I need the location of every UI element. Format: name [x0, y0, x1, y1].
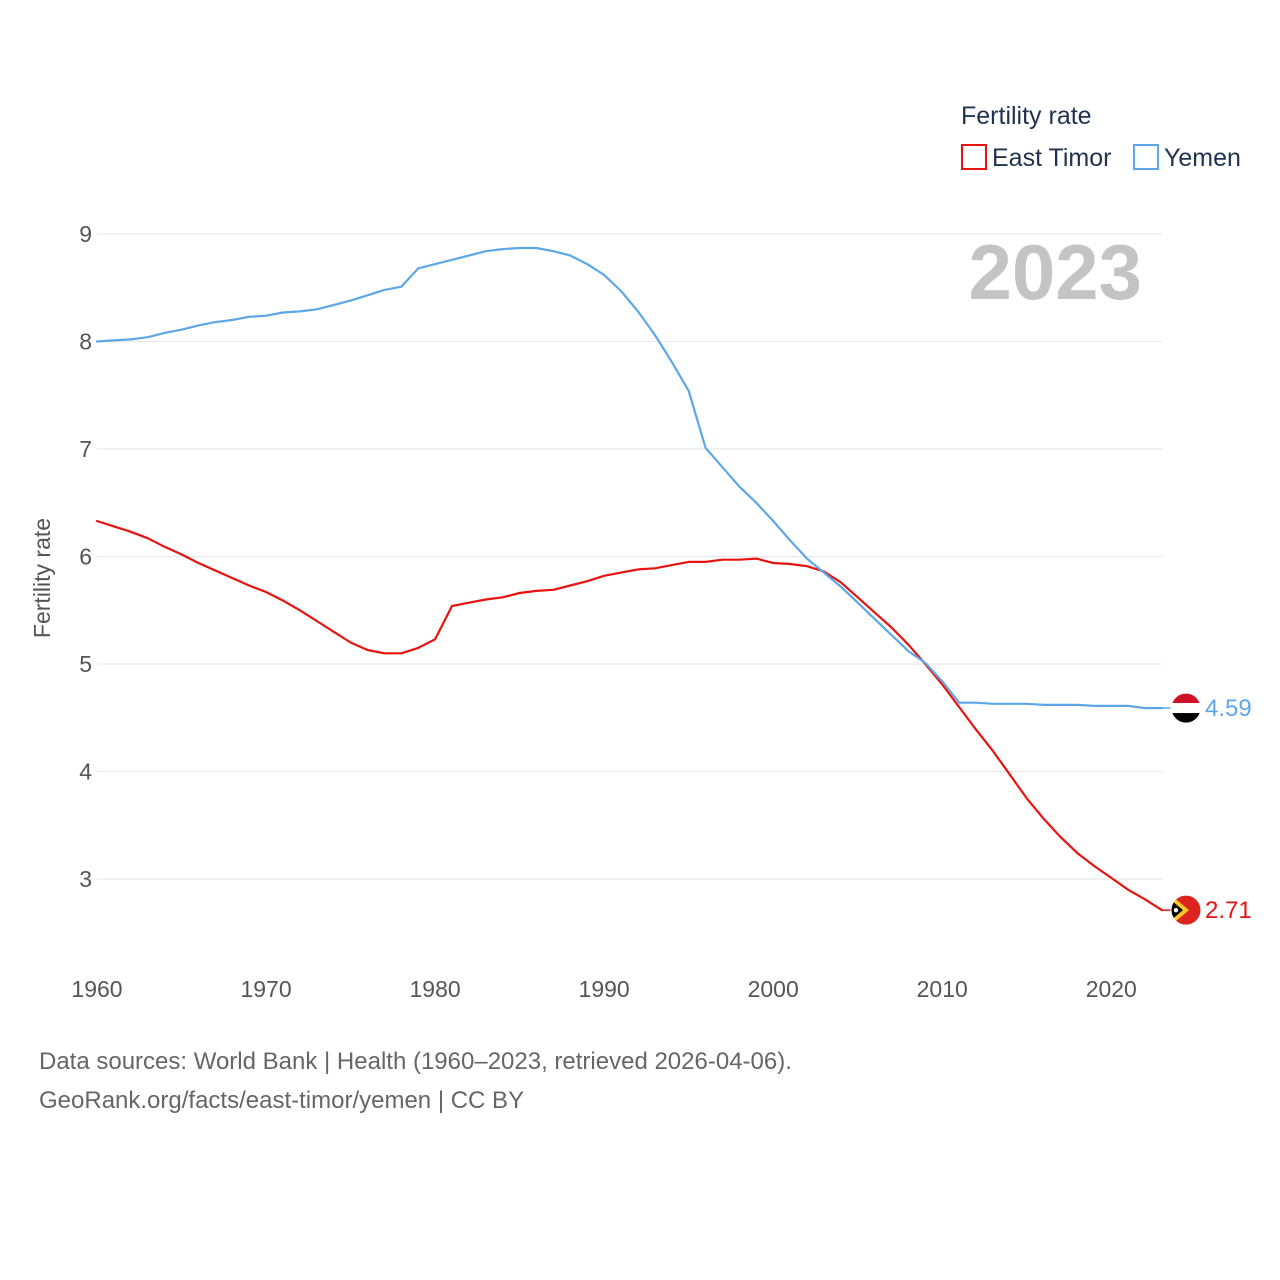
- gridlines: [97, 233, 1162, 880]
- legend-label-yemen: Yemen: [1164, 144, 1241, 172]
- east-timor-flag-icon: [1170, 894, 1202, 926]
- x-tick-label-2000: 2000: [748, 976, 799, 1002]
- x-tick-label-1970: 1970: [240, 976, 291, 1002]
- x-tick-label-2010: 2010: [917, 976, 968, 1002]
- y-tick-label-6: 6: [79, 544, 92, 570]
- end-value-label-east-timor: 2.71: [1205, 897, 1252, 924]
- series-end-markers: 2.71 4.59: [1162, 692, 1252, 926]
- x-tick-label-1990: 1990: [579, 976, 630, 1002]
- end-value-label-yemen: 4.59: [1205, 695, 1252, 722]
- y-tick-label-8: 8: [79, 329, 92, 355]
- year-watermark: 2023: [968, 228, 1142, 316]
- x-tick-label-1960: 1960: [71, 976, 122, 1002]
- legend: Fertility rate East Timor Yemen: [961, 102, 1241, 172]
- y-axis-title: Fertility rate: [29, 518, 55, 638]
- y-tick-label-9: 9: [79, 221, 92, 247]
- y-tick-label-3: 3: [79, 866, 92, 892]
- yemen-flag-icon: [1170, 692, 1202, 724]
- x-axis-ticks: 1960 1970 1980 1990 2000 2010 2020: [71, 976, 1136, 1002]
- series-line-east-timor: [95, 519, 1164, 912]
- y-axis-ticks: 3 4 5 6 7 8 9: [79, 221, 92, 892]
- legend-swatch-yemen: [1133, 144, 1159, 170]
- x-tick-label-2020: 2020: [1086, 976, 1137, 1002]
- y-tick-label-5: 5: [79, 651, 92, 677]
- footer-sources: Data sources: World Bank | Health (1960–…: [39, 1048, 792, 1075]
- legend-swatch-east-timor: [961, 144, 987, 170]
- x-tick-label-1980: 1980: [410, 976, 461, 1002]
- series-lines: [95, 246, 1164, 912]
- legend-label-east-timor: East Timor: [992, 144, 1111, 172]
- legend-title: Fertility rate: [961, 102, 1092, 130]
- footer-attribution: GeoRank.org/facts/east-timor/yemen | CC …: [39, 1087, 524, 1114]
- y-tick-label-7: 7: [79, 436, 92, 462]
- series-line-yemen: [95, 246, 1164, 710]
- y-tick-label-4: 4: [79, 759, 92, 785]
